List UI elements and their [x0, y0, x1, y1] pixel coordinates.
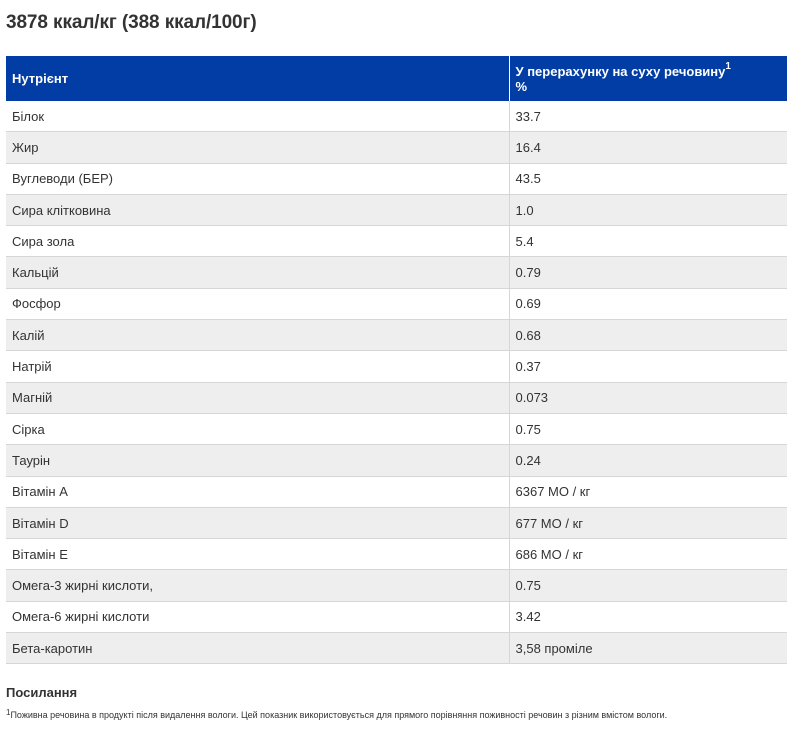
- table-row: Вітамін A 6367 МО / кг: [6, 476, 787, 508]
- nutrient-name: Вітамін A: [6, 476, 509, 508]
- nutrient-name: Таурін: [6, 444, 509, 477]
- nutrient-value: 0.24: [508, 444, 787, 477]
- table-row: Омега-3 жирні кислоти, 0.75: [6, 569, 787, 602]
- nutrient-value: 43.5: [508, 163, 787, 195]
- header-nutrient: Нутрієнт: [6, 56, 509, 101]
- nutrient-value: 0.073: [508, 382, 787, 414]
- table-row: Жир 16.4: [6, 131, 787, 164]
- table-row: Вуглеводи (БЕР) 43.5: [6, 163, 787, 195]
- header-dry-matter-unit: %: [515, 78, 528, 94]
- nutrient-name: Омега-3 жирні кислоти,: [6, 569, 509, 602]
- table-row: Білок 33.7: [6, 101, 787, 133]
- nutrient-name: Фосфор: [6, 288, 509, 321]
- nutrient-value: 16.4: [508, 131, 787, 164]
- nutrient-value: 5.4: [508, 225, 787, 258]
- nutrient-name: Вітамін E: [6, 538, 509, 571]
- table-row: Сірка 0.75: [6, 413, 787, 446]
- nutrient-value: 0.37: [508, 350, 787, 383]
- nutrient-name: Сира клітковина: [6, 194, 509, 227]
- table-row: Сира зола 5.4: [6, 225, 787, 258]
- nutrient-value: 1.0: [508, 194, 787, 227]
- nutrient-name: Натрій: [6, 350, 509, 383]
- header-row: Нутрієнт У перерахунку на суху речовину1…: [6, 56, 787, 101]
- table-row: Вітамін E 686 МО / кг: [6, 538, 787, 571]
- nutrient-table-body: Білок 33.7 Жир 16.4 Вуглеводи (БЕР) 43.5 Сира …: [6, 101, 787, 665]
- nutrient-table: Нутрієнт У перерахунку на суху речовину1…: [6, 56, 787, 665]
- table-row: Бета-каротин 3,58 проміле: [6, 632, 787, 665]
- nutrient-name: Сірка: [6, 413, 509, 446]
- table-row: Таурін 0.24: [6, 444, 787, 477]
- nutrient-name: Калій: [6, 319, 509, 352]
- footnote-text: Поживна речовина в продукті після видале…: [10, 710, 668, 720]
- nutrient-name: Бета-каротин: [6, 632, 509, 665]
- nutrient-name: Омега-6 жирні кислоти: [6, 601, 509, 634]
- nutrient-name: Кальцій: [6, 256, 509, 289]
- nutrient-value: 33.7: [508, 101, 787, 133]
- calorie-heading: 3878 ккал/кг (388 ккал/100г): [6, 12, 257, 33]
- table-row: Кальцій 0.79: [6, 256, 787, 289]
- nutrient-name: Сира зола: [6, 225, 509, 258]
- nutrient-value: 0.75: [508, 569, 787, 602]
- footnote: 1Поживна речовина в продукті після видал…: [6, 708, 668, 720]
- nutrient-value: 3.42: [508, 601, 787, 634]
- nutrient-name: Вуглеводи (БЕР): [6, 163, 509, 195]
- table-row: Вітамін D 677 МО / кг: [6, 507, 787, 540]
- header-footnote-marker: 1: [725, 60, 731, 72]
- nutrient-value: 3,58 проміле: [508, 632, 787, 665]
- nutrient-table-header: Нутрієнт У перерахунку на суху речовину1…: [6, 56, 787, 101]
- footnote-marker: 1: [6, 708, 11, 717]
- nutrient-value: 677 МО / кг: [508, 507, 787, 540]
- nutrient-name: Білок: [6, 101, 509, 133]
- references-title: Посилання: [6, 685, 78, 700]
- table-row: Натрій 0.37: [6, 350, 787, 383]
- table-row: Сира клітковина 1.0: [6, 194, 787, 227]
- nutrient-value: 686 МО / кг: [508, 538, 787, 571]
- nutrient-value: 0.68: [508, 319, 787, 352]
- nutrient-value: 0.69: [508, 288, 787, 321]
- nutrient-value: 6367 МО / кг: [508, 476, 787, 508]
- nutrient-name: Вітамін D: [6, 507, 509, 540]
- nutrient-name: Жир: [6, 131, 509, 164]
- table-row: Омега-6 жирні кислоти 3.42: [6, 601, 787, 634]
- table-row: Фосфор 0.69: [6, 288, 787, 321]
- nutrient-value: 0.75: [508, 413, 787, 446]
- nutrient-name: Магній: [6, 382, 509, 414]
- nutrient-value: 0.79: [508, 256, 787, 289]
- table-row: Калій 0.68: [6, 319, 787, 352]
- table-row: Магній 0.073: [6, 382, 787, 414]
- header-dry-matter: У перерахунку на суху речовину1%: [508, 56, 787, 101]
- header-dry-matter-label: У перерахунку на суху речовину: [515, 63, 726, 79]
